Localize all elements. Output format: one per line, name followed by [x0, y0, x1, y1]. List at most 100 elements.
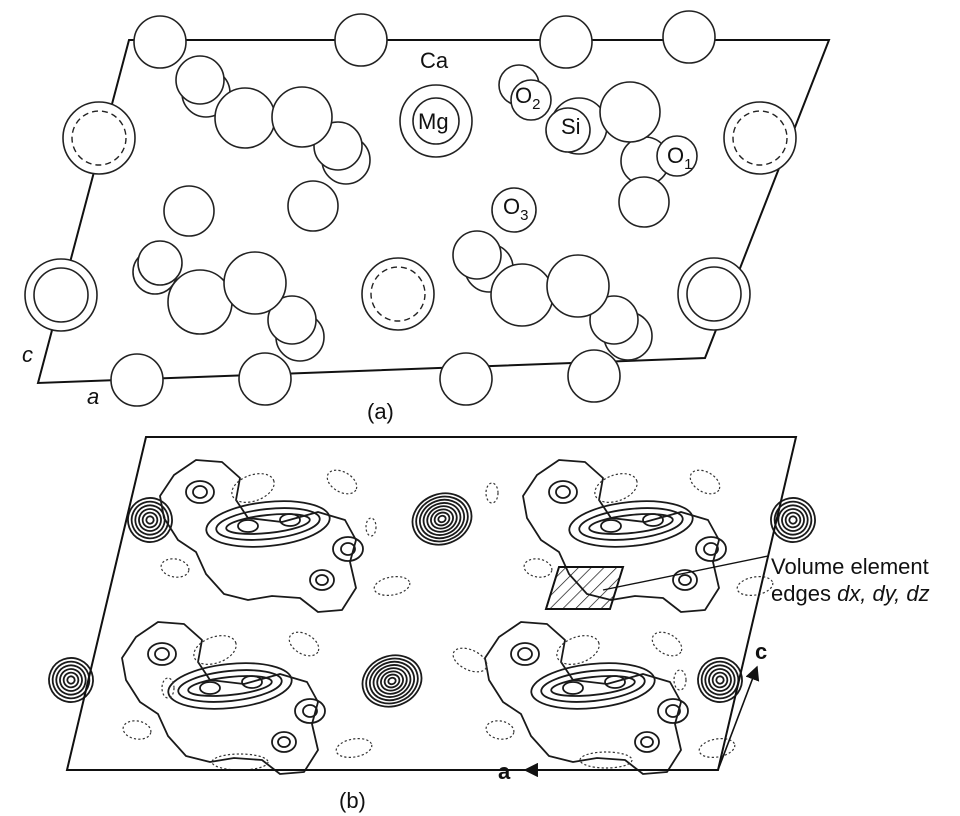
atom-sphere: [589, 295, 639, 345]
density-contour: [159, 459, 357, 613]
density-contour: [485, 482, 499, 504]
atom-sphere: [452, 230, 502, 280]
volume-element-label: Volume element: [771, 554, 929, 579]
atom-sphere: [567, 349, 621, 403]
density-contour: [437, 514, 447, 524]
density-contour: [510, 642, 540, 666]
density-contour: [361, 654, 423, 708]
density-contour: [387, 676, 397, 686]
density-contour: [134, 504, 166, 536]
atom-sphere: [110, 353, 164, 407]
density-contour: [708, 668, 732, 692]
density-contour: [383, 673, 401, 689]
label-o2: O2: [515, 83, 540, 113]
density-contour: [419, 498, 465, 540]
density-contour: [672, 569, 698, 591]
density-contour: [372, 664, 412, 698]
atom-sphere: [167, 269, 233, 335]
density-contour: [700, 660, 740, 700]
density-contour: [588, 513, 674, 535]
ca-mg-site-inner: [33, 267, 89, 323]
density-contour: [225, 513, 311, 535]
density-contour: [380, 670, 404, 692]
density-contour: [141, 511, 159, 529]
ca-mg-site-inner: [71, 110, 127, 166]
ca-mg-site-outer: [62, 101, 136, 175]
label-mg: Mg: [418, 109, 449, 134]
density-contour: [199, 681, 221, 695]
density-contour: [130, 500, 170, 540]
density-contour: [781, 508, 805, 532]
caption-b: (b): [339, 788, 366, 813]
axis-label-a-a: a: [87, 384, 99, 409]
density-contour: [211, 753, 269, 771]
atom-sphere: [491, 187, 537, 233]
density-contour: [237, 519, 259, 533]
ca-mg-site-inner: [370, 266, 426, 322]
volume-element-edges-label: edges dx, dy, dz: [771, 581, 930, 606]
atom-sphere: [133, 15, 187, 69]
density-contour: [517, 647, 533, 661]
density-contour: [665, 704, 681, 718]
density-contour: [604, 675, 626, 689]
density-contour: [430, 508, 454, 530]
atom-sphere: [223, 251, 287, 315]
density-contour: [309, 569, 335, 591]
ca-mg-site-inner: [686, 266, 742, 322]
atom-sphere: [490, 263, 554, 327]
density-contour: [147, 642, 177, 666]
atom-sphere: [656, 135, 698, 177]
density-contour: [642, 513, 664, 527]
density-contour: [302, 704, 318, 718]
atom-sphere: [546, 254, 610, 318]
density-contour: [177, 669, 283, 703]
density-contour: [540, 669, 646, 703]
ca-mg-site-outer: [723, 101, 797, 175]
density-contour: [634, 731, 660, 753]
density-contour: [556, 635, 600, 665]
density-contour: [365, 657, 419, 705]
unit-cell-outline-b: [65, 436, 798, 771]
density-contour: [365, 517, 377, 537]
density-contour: [484, 621, 682, 775]
density-contour: [48, 657, 94, 703]
density-contour: [241, 675, 263, 689]
density-contour: [66, 675, 76, 685]
density-contour: [51, 660, 91, 700]
density-contour: [55, 664, 87, 696]
density-contour: [422, 502, 462, 536]
density-contour: [121, 621, 319, 775]
density-contour: [698, 738, 736, 758]
atom-sphere: [287, 180, 339, 232]
label-ca: Ca: [420, 48, 449, 73]
density-contour: [288, 631, 320, 657]
density-contour: [485, 720, 515, 740]
density-contour: [784, 511, 802, 529]
density-contour: [127, 497, 173, 543]
atom-sphere: [539, 15, 593, 69]
density-contour: [161, 677, 175, 699]
ca-mg-site-inner: [412, 97, 460, 145]
density-contour: [215, 507, 321, 541]
axis-label-c-a: c: [22, 342, 33, 367]
density-contour: [777, 504, 809, 536]
density-contour: [411, 492, 473, 546]
density-contour: [185, 480, 215, 504]
density-contour: [673, 669, 687, 691]
axis-arrow-c: [717, 665, 760, 771]
density-contour: [711, 671, 729, 689]
density-contour: [160, 558, 190, 578]
density-contour: [704, 664, 736, 696]
atom-sphere: [334, 13, 388, 67]
density-contour: [640, 736, 654, 748]
atom-sphere: [662, 10, 716, 64]
density-contour: [788, 515, 798, 525]
density-contour: [689, 469, 721, 495]
atom-layer: [24, 10, 797, 407]
density-contour: [657, 698, 689, 724]
density-contour: [548, 480, 578, 504]
density-contour: [562, 681, 584, 695]
axis-label-c-b: c: [755, 639, 767, 664]
atom-sphere: [163, 185, 215, 237]
density-contour: [277, 736, 291, 748]
